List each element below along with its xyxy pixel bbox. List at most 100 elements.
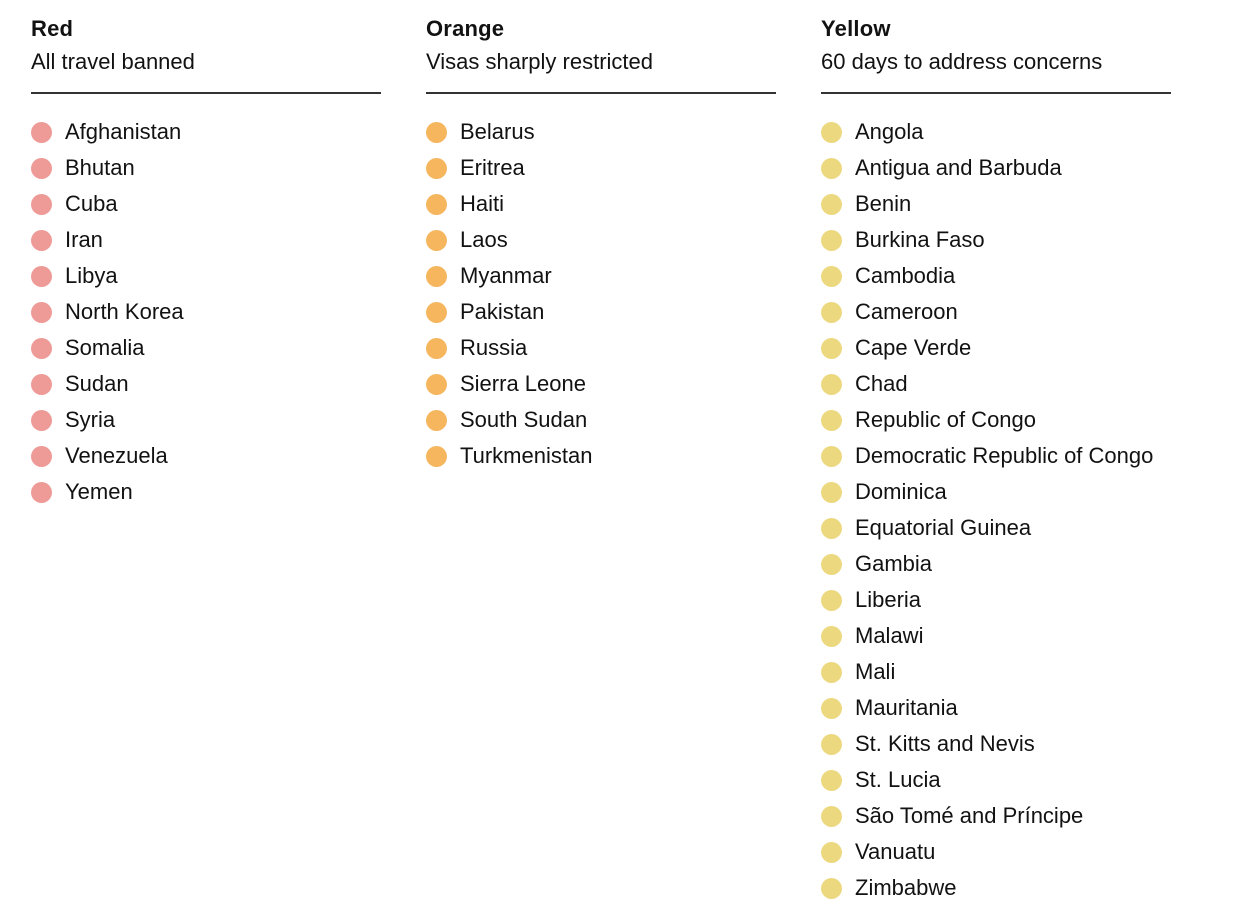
country-list-item: Angola: [821, 114, 1171, 150]
country-label: Laos: [460, 227, 508, 252]
country-label: Yemen: [65, 479, 133, 504]
category-dot-icon: [31, 229, 52, 251]
category-dot-icon: [426, 445, 447, 467]
country-label: Sudan: [65, 371, 129, 396]
country-label: North Korea: [65, 299, 184, 324]
country-label: Turkmenistan: [460, 443, 593, 468]
country-label: Bhutan: [65, 155, 135, 180]
category-dot-icon: [426, 193, 447, 215]
country-label: Cuba: [65, 191, 118, 216]
category-dot-icon: [821, 445, 842, 467]
country-list-yellow: Angola Antigua and Barbuda Benin Burkina Fa…: [821, 114, 1171, 906]
country-list-item: Zimbabwe: [821, 870, 1171, 906]
country-list-item: Vanuatu: [821, 834, 1171, 870]
category-dot-icon: [821, 733, 842, 755]
country-list-item: Sudan: [31, 366, 381, 402]
country-list-item: South Sudan: [426, 402, 776, 438]
country-label: Democratic Republic of Congo: [855, 443, 1154, 468]
category-dot-icon: [31, 409, 52, 431]
country-label: Cameroon: [855, 299, 958, 324]
category-dot-icon: [821, 265, 842, 287]
country-list-item: Somalia: [31, 330, 381, 366]
country-label: Somalia: [65, 335, 145, 360]
country-list-item: Myanmar: [426, 258, 776, 294]
category-dot-icon: [821, 553, 842, 575]
country-label: Mali: [855, 659, 896, 684]
header-divider: [821, 92, 1171, 94]
country-label: Burkina Faso: [855, 227, 985, 252]
country-list-item: Cape Verde: [821, 330, 1171, 366]
country-list-item: Cameroon: [821, 294, 1171, 330]
country-label: Libya: [65, 263, 118, 288]
category-dot-icon: [821, 517, 842, 539]
category-dot-icon: [426, 301, 447, 323]
country-list-item: Syria: [31, 402, 381, 438]
country-list-item: Benin: [821, 186, 1171, 222]
country-list-item: Democratic Republic of Congo: [821, 438, 1171, 474]
category-dot-icon: [31, 481, 52, 503]
country-label: Cambodia: [855, 263, 956, 288]
country-label: Eritrea: [460, 155, 525, 180]
country-label: Haiti: [460, 191, 505, 216]
country-list-item: St. Lucia: [821, 762, 1171, 798]
country-list-item: Pakistan: [426, 294, 776, 330]
category-subtitle: All travel banned: [31, 49, 195, 74]
country-label: South Sudan: [460, 407, 588, 432]
category-dot-icon: [31, 193, 52, 215]
country-label: Zimbabwe: [855, 875, 957, 900]
country-label: Cape Verde: [855, 335, 972, 360]
category-dot-icon: [31, 337, 52, 359]
category-dot-icon: [31, 445, 52, 467]
country-label: Sierra Leone: [460, 371, 586, 396]
country-list-item: Mauritania: [821, 690, 1171, 726]
category-dot-icon: [31, 373, 52, 395]
category-dot-icon: [426, 121, 447, 143]
country-list-item: Liberia: [821, 582, 1171, 618]
country-list-item: Afghanistan: [31, 114, 381, 150]
category-dot-icon: [821, 193, 842, 215]
country-list-item: Iran: [31, 222, 381, 258]
country-label: Equatorial Guinea: [855, 515, 1032, 540]
category-dot-icon: [821, 373, 842, 395]
country-list-item: Chad: [821, 366, 1171, 402]
category-dot-icon: [821, 877, 842, 899]
country-label: Mauritania: [855, 695, 958, 720]
country-label: Chad: [855, 371, 908, 396]
country-label: St. Lucia: [855, 767, 941, 792]
country-list-item: Yemen: [31, 474, 381, 510]
country-list-item: Russia: [426, 330, 776, 366]
category-dot-icon: [821, 481, 842, 503]
category-subtitle: Visas sharply restricted: [426, 49, 654, 74]
country-label: Pakistan: [460, 299, 545, 324]
country-list-item: Bhutan: [31, 150, 381, 186]
country-list-item: Mali: [821, 654, 1171, 690]
country-label: Iran: [65, 227, 103, 252]
country-list-item: North Korea: [31, 294, 381, 330]
category-dot-icon: [426, 229, 447, 251]
country-label: Myanmar: [460, 263, 552, 288]
country-list-item: Dominica: [821, 474, 1171, 510]
category-dot-icon: [821, 301, 842, 323]
category-dot-icon: [821, 229, 842, 251]
header-divider: [426, 92, 776, 94]
category-column-red: Red All travel banned Afghanistan Bhutan C…: [31, 16, 381, 906]
category-title: Yellow: [821, 16, 891, 41]
country-label: Antigua and Barbuda: [855, 155, 1062, 180]
country-label: Angola: [855, 119, 924, 144]
country-label: Vanuatu: [855, 839, 936, 864]
category-dot-icon: [31, 121, 52, 143]
country-label: Afghanistan: [65, 119, 182, 144]
category-dot-icon: [426, 409, 447, 431]
category-dot-icon: [426, 157, 447, 179]
country-list-item: Cuba: [31, 186, 381, 222]
country-list-item: Belarus: [426, 114, 776, 150]
category-dot-icon: [821, 409, 842, 431]
category-dot-icon: [821, 841, 842, 863]
category-dot-icon: [31, 301, 52, 323]
category-dot-icon: [426, 337, 447, 359]
country-list-item: Sierra Leone: [426, 366, 776, 402]
country-list-item: Malawi: [821, 618, 1171, 654]
country-list-item: Cambodia: [821, 258, 1171, 294]
category-dot-icon: [31, 265, 52, 287]
